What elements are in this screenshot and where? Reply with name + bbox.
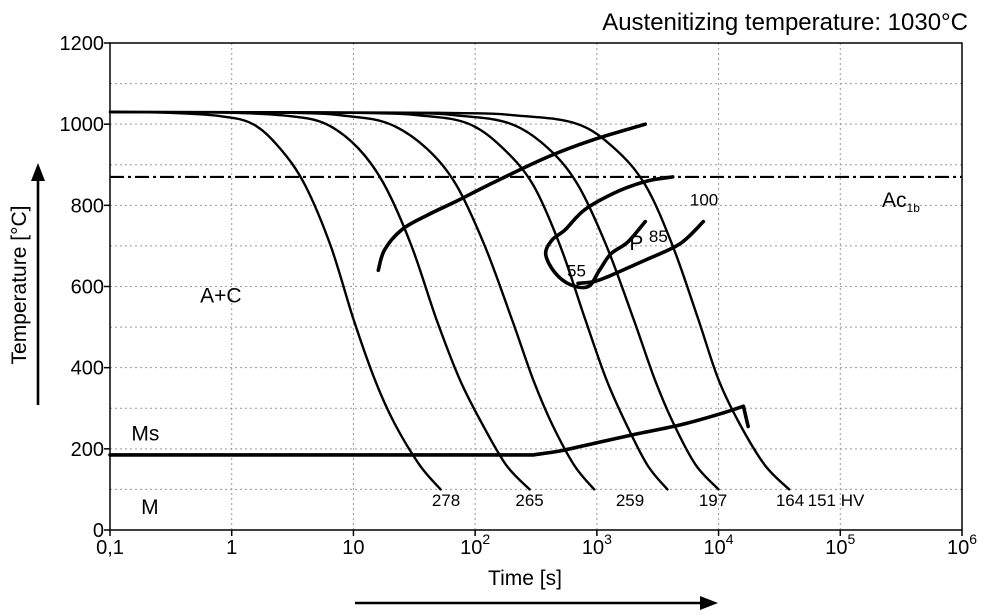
- ac1b-line: Ac1b: [110, 175, 962, 215]
- grid-lines: [110, 43, 962, 530]
- y-axis-arrow: [31, 163, 45, 405]
- y-tick-label: 1200: [60, 33, 105, 55]
- region-label-ms: Ms: [131, 423, 159, 446]
- ms-curve: [108, 404, 750, 457]
- region-label-m: M: [141, 496, 159, 519]
- x-tick-label: 1: [226, 537, 237, 559]
- region-label-p: P: [629, 232, 643, 255]
- ac1b-label: Ac1b: [882, 189, 920, 215]
- chart-title: Austenitizing temperature: 1030°C: [602, 9, 968, 36]
- y-axis-ticks: 0 200 400 600 800 1000 1200: [60, 33, 110, 542]
- cooling-curve-1: [108, 110, 442, 491]
- hardness-label: 197: [699, 491, 727, 510]
- hardness-label: 278: [432, 491, 460, 510]
- pearlite-percent-label: 55: [567, 261, 586, 280]
- x-axis-label: Time [s]: [488, 567, 562, 590]
- y-tick-label: 200: [71, 439, 104, 461]
- y-tick-label: 800: [71, 195, 104, 217]
- x-tick-label: 10: [342, 537, 364, 559]
- x-tick-label: 0,1: [96, 537, 124, 559]
- hardness-label: 265: [515, 491, 543, 510]
- y-axis-label: Temperature [°C]: [8, 206, 31, 365]
- cooling-curve-4: [108, 110, 669, 491]
- hardness-label: 259: [616, 491, 644, 510]
- pearlite-85-line: [606, 219, 706, 279]
- hardness-label: 164: [776, 491, 804, 510]
- cooling-curve-2: [108, 110, 531, 491]
- pearlite-region: 55 85 100: [376, 122, 718, 290]
- region-labels: A+C P M Ms: [131, 232, 643, 519]
- pearlite-percent-label: 100: [690, 190, 718, 209]
- y-tick-label: 400: [71, 358, 104, 380]
- cooling-curves: 278 265 259 197 164 151 HV: [108, 110, 865, 510]
- y-tick-label: 0: [93, 520, 104, 542]
- hardness-label: 151 HV: [808, 491, 865, 510]
- y-tick-label: 600: [71, 277, 104, 299]
- x-axis-ticks: 0,1 1 10 102 103 104 105 106: [96, 530, 977, 559]
- x-axis-arrow: [355, 596, 718, 610]
- pearlite-start-line: [376, 122, 648, 273]
- ms-line: [108, 404, 750, 457]
- pearlite-finish-line: [543, 175, 675, 290]
- cooling-curve-6: [108, 110, 791, 491]
- pearlite-percent-label: 85: [649, 227, 668, 246]
- y-tick-label: 1000: [60, 114, 105, 136]
- pearlite-55-line: [576, 274, 611, 286]
- region-label-ac: A+C: [200, 285, 241, 308]
